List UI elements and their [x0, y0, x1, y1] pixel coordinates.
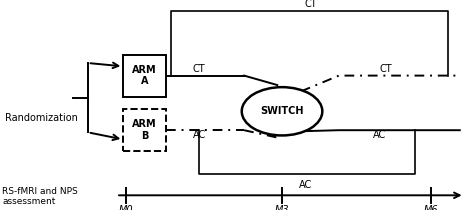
- Text: CT: CT: [193, 64, 205, 74]
- Text: M3: M3: [275, 205, 289, 210]
- Text: CT: CT: [304, 0, 317, 9]
- Text: SWITCH: SWITCH: [260, 106, 304, 116]
- Text: M6: M6: [424, 205, 438, 210]
- Text: AC: AC: [299, 180, 312, 190]
- FancyBboxPatch shape: [123, 55, 166, 97]
- Ellipse shape: [242, 87, 322, 135]
- Text: AC: AC: [192, 130, 206, 140]
- Text: Randomization: Randomization: [5, 113, 78, 123]
- Text: ARM
B: ARM B: [132, 119, 157, 141]
- Text: AC: AC: [373, 130, 386, 140]
- Text: ARM
A: ARM A: [132, 65, 157, 86]
- Text: M0: M0: [118, 205, 133, 210]
- FancyBboxPatch shape: [123, 109, 166, 151]
- Text: RS-fMRI and NPS
assessment: RS-fMRI and NPS assessment: [2, 187, 78, 206]
- Text: CT: CT: [380, 64, 392, 74]
